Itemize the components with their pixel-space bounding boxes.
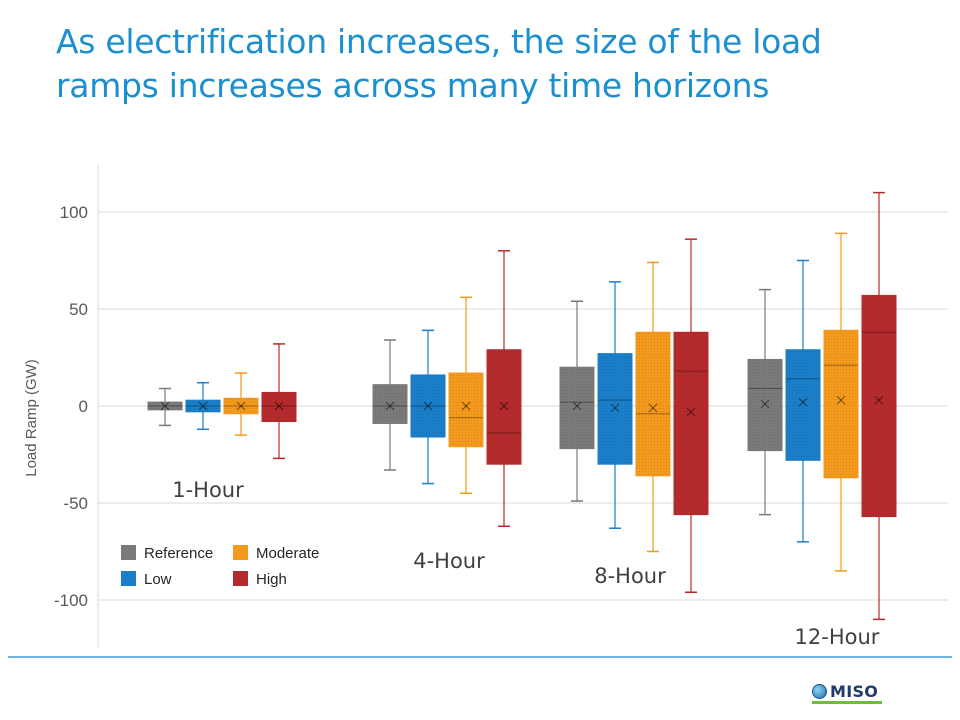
mean-marker — [760, 399, 770, 409]
y-tick-label: -100 — [54, 591, 88, 610]
mean-x-stroke — [499, 401, 509, 411]
footer-divider — [8, 656, 952, 658]
logo-text: MISO — [830, 681, 879, 701]
mean-marker — [198, 401, 208, 411]
box-reference — [559, 300, 595, 502]
mean-marker — [572, 401, 582, 411]
group-label: 1-Hour — [172, 478, 244, 502]
slide-title: As electrification increases, the size o… — [56, 22, 822, 105]
group-label: 12-Hour — [795, 625, 880, 649]
box-high — [261, 343, 297, 460]
mean-marker — [499, 401, 509, 411]
y-tick-label: 0 — [79, 397, 88, 416]
box-texture — [373, 384, 407, 424]
mean-x-stroke — [874, 395, 884, 405]
mean-marker — [461, 401, 471, 411]
box-reference — [747, 288, 783, 516]
legend-item: Low — [121, 571, 172, 588]
legend-swatch — [121, 571, 136, 586]
y-tick-label: 50 — [69, 300, 88, 319]
mean-x-stroke — [423, 401, 433, 411]
mean-marker — [385, 401, 395, 411]
box-group — [147, 343, 297, 460]
box-texture — [598, 353, 632, 465]
box-moderate — [823, 232, 859, 572]
box-reference — [372, 339, 408, 471]
mean-x-stroke — [686, 407, 696, 417]
legend-label: Low — [144, 571, 172, 588]
mean-marker — [648, 403, 658, 413]
mean-marker — [836, 395, 846, 405]
y-axis-title: Load Ramp (GW) — [23, 359, 40, 477]
mean-marker — [610, 403, 620, 413]
y-tick-label: 100 — [60, 203, 88, 222]
legend-swatch — [121, 545, 136, 560]
mean-x-stroke — [385, 401, 395, 411]
legend-swatch — [233, 571, 248, 586]
mean-marker — [874, 395, 884, 405]
box-moderate — [635, 261, 671, 553]
mean-marker — [236, 401, 246, 411]
box-moderate — [448, 296, 484, 495]
mean-x-stroke — [836, 395, 846, 405]
box-low — [785, 259, 821, 543]
mean-x-stroke — [572, 401, 582, 411]
miso-logo: MISO — [812, 678, 882, 704]
box-texture — [674, 332, 708, 515]
box-series — [147, 191, 897, 621]
box-texture — [560, 367, 594, 449]
mean-x-stroke — [798, 397, 808, 407]
mean-marker — [274, 401, 284, 411]
box-group — [747, 191, 897, 621]
mean-marker — [423, 401, 433, 411]
box-texture — [636, 332, 670, 476]
legend: Reference Low Moderate High — [121, 545, 319, 588]
box-texture — [449, 373, 483, 447]
y-axis: 100 50 0 -50 -100 Load Ramp (GW) — [23, 165, 99, 648]
box-moderate — [223, 372, 259, 436]
box-high — [861, 191, 897, 621]
box-texture — [862, 295, 896, 517]
mean-x-stroke — [274, 401, 284, 411]
legend-swatch — [233, 545, 248, 560]
box-low — [410, 329, 446, 485]
logo-globe-icon — [812, 683, 827, 699]
box-texture — [786, 349, 820, 461]
box-reference — [147, 387, 183, 427]
box-low — [597, 281, 633, 529]
mean-x-stroke — [760, 399, 770, 409]
mean-x-stroke — [648, 403, 658, 413]
mean-x-stroke — [160, 401, 170, 411]
group-label: 4-Hour — [413, 549, 485, 573]
box-high — [673, 238, 709, 593]
legend-item: Moderate — [233, 545, 319, 562]
y-tick-label: -50 — [63, 494, 88, 513]
legend-label: Moderate — [256, 545, 319, 562]
legend-item: High — [233, 571, 287, 588]
mean-x-stroke — [461, 401, 471, 411]
mean-x-stroke — [198, 401, 208, 411]
group-labels: 1-Hour 4-Hour 8-Hour 12-Hour — [172, 478, 880, 649]
group-label: 8-Hour — [594, 564, 666, 588]
box-texture — [824, 330, 858, 478]
box-texture — [748, 359, 782, 451]
legend-label: High — [256, 571, 287, 588]
box-texture — [487, 349, 521, 465]
logo-underline — [812, 701, 882, 704]
mean-x-stroke — [610, 403, 620, 413]
mean-marker — [798, 397, 808, 407]
box-group — [372, 250, 522, 528]
legend-label: Reference — [144, 545, 213, 562]
mean-marker — [160, 401, 170, 411]
box-high — [486, 250, 522, 528]
mean-x-stroke — [236, 401, 246, 411]
box-texture — [262, 392, 296, 422]
box-low — [185, 381, 221, 431]
mean-marker — [686, 407, 696, 417]
legend-item: Reference — [121, 545, 213, 562]
box-group — [559, 238, 709, 593]
